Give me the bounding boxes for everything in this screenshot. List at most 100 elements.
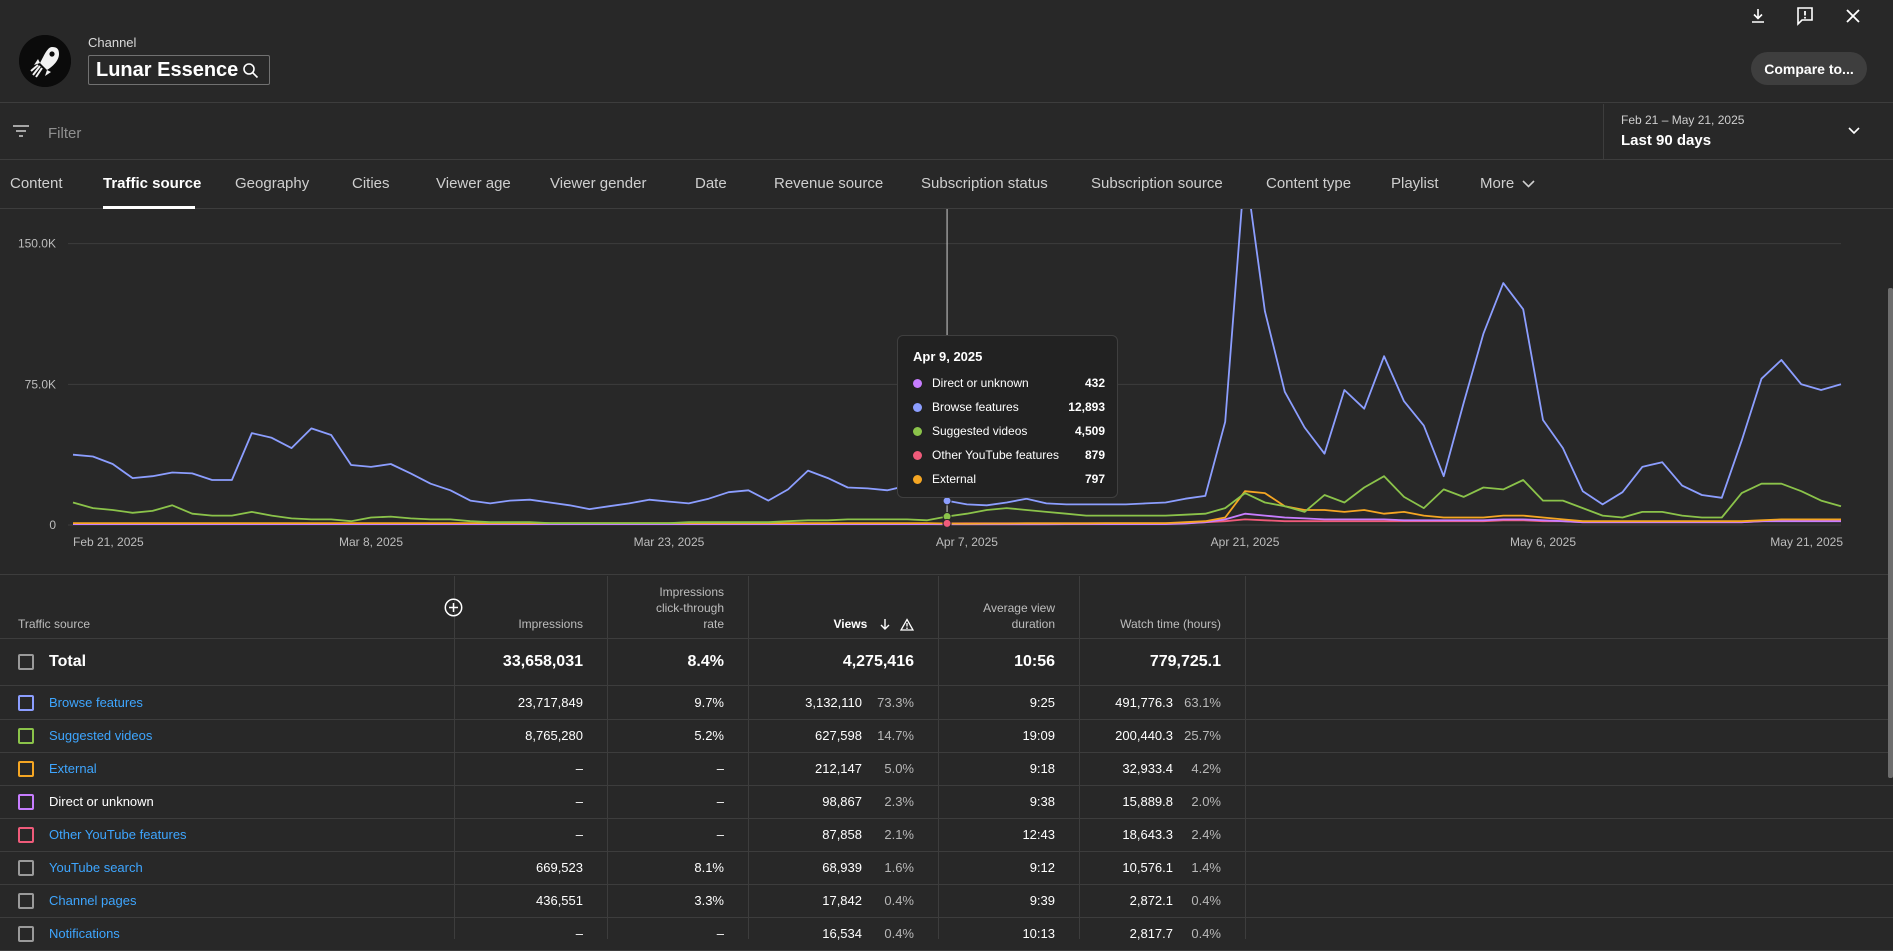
compare-button[interactable]: Compare to... [1751,52,1867,85]
col-header-avd-line1: Average view [983,601,1055,615]
tab-content-type[interactable]: Content type [1266,175,1352,192]
total-checkbox[interactable] [18,654,34,670]
col-header-ctr-line1: Impressions [659,585,724,599]
tab-date[interactable]: Date [695,175,727,192]
ctr-cell: 8.1% [620,860,724,875]
col-header-ctr-line3: rate [703,617,724,631]
traffic-source-name[interactable]: Suggested videos [49,728,153,743]
row-checkbox[interactable] [18,728,34,744]
watch-time-value: 2,817.7 [1129,926,1173,941]
add-column-icon[interactable] [444,598,463,617]
warning-icon[interactable] [899,618,915,631]
col-header-views-label: Views [833,617,868,631]
filter-bar [0,104,1603,160]
impressions-cell: – [470,761,583,776]
traffic-source-name[interactable]: Browse features [49,695,143,710]
avd-value: 9:38 [1029,794,1055,809]
tab-geography[interactable]: Geography [235,175,310,192]
watch-time-value: 18,643.3 [1122,827,1173,842]
row-checkbox[interactable] [18,761,34,777]
date-range-selector[interactable]: Feb 21 – May 21, 2025 Last 90 days [1603,104,1893,160]
impressions-cell: – [470,827,583,842]
tab-viewer-age[interactable]: Viewer age [436,175,511,192]
row-checkbox[interactable] [18,860,34,876]
views-value: 3,132,110 [805,695,862,710]
filter-input[interactable] [48,121,648,145]
col-header-traffic-source[interactable]: Traffic source [18,617,91,631]
channel-selector[interactable]: Lunar Essence [88,55,270,85]
channel-avatar[interactable] [19,35,71,87]
chevron-down-icon[interactable] [1847,124,1861,138]
tooltip-row: Other YouTube features 879 [913,447,1105,467]
ctr-cell: 9.7% [620,695,724,710]
col-header-ctr-line2: click-through [655,601,724,615]
close-icon[interactable] [1839,2,1867,30]
tab-revenue-source[interactable]: Revenue source [774,175,884,192]
ctr-value: 3.3% [694,893,724,908]
tab-more[interactable]: More [1480,175,1535,192]
tooltip-series-value: 879 [1084,448,1105,462]
row-checkbox[interactable] [18,926,34,942]
row-checkbox[interactable] [18,794,34,810]
x-tick-label: Mar 8, 2025 [339,535,403,549]
views-cell: 627,598 14.7% [760,728,914,743]
views-value: 87,858 [822,827,862,842]
ctr-cell: – [620,761,724,776]
traffic-source-name[interactable]: Notifications [49,926,120,941]
legend-dot [913,427,922,436]
tab-content[interactable]: Content [10,175,63,192]
traffic-source-name[interactable]: YouTube search [49,860,143,875]
traffic-source-table: Traffic source Impressions Impressions c… [0,576,1893,951]
x-tick-label: Mar 23, 2025 [634,535,705,549]
avd-cell: 19:09 [950,728,1055,743]
tooltip-series-value: 12,893 [1068,400,1105,414]
page-scrollbar[interactable] [1888,288,1893,778]
series-line-browse-features[interactable] [72,164,1842,511]
search-icon[interactable] [242,62,259,79]
tab-subscription-source[interactable]: Subscription source [1091,175,1223,192]
download-icon[interactable] [1744,2,1772,30]
sort-down-icon[interactable] [879,618,891,631]
col-header-watch-time[interactable]: Watch time (hours) [1120,617,1221,631]
tab-subscription-status[interactable]: Subscription status [921,175,1048,192]
legend-dot [913,379,922,388]
active-tab-indicator [103,206,195,209]
series-line-suggested-videos[interactable] [72,475,1842,525]
x-tick-label: Apr 21, 2025 [1211,535,1280,549]
col-header-ctr[interactable]: Impressions click-through rate [620,584,724,632]
ctr-cell: – [620,827,724,842]
impressions-value: – [575,794,583,809]
tooltip-series-name: External [932,472,977,486]
traffic-source-name[interactable]: Channel pages [49,893,137,908]
traffic-source-name[interactable]: External [49,761,97,776]
ctr-value: – [716,794,724,809]
tooltip-series-value: 432 [1084,376,1105,390]
tab-cities[interactable]: Cities [352,175,390,192]
col-header-avd[interactable]: Average view duration [950,600,1055,632]
col-header-views[interactable]: Views [760,616,915,632]
views-percent: 1.6% [884,860,914,875]
feedback-icon[interactable] [1791,2,1819,30]
avd-value: 10:13 [1022,926,1055,941]
traffic-source-name[interactable]: Other YouTube features [49,827,187,842]
filter-icon[interactable] [12,123,30,139]
impressions-value: 23,717,849 [517,695,583,710]
row-checkbox[interactable] [18,893,34,909]
col-header-impressions[interactable]: Impressions [518,617,583,631]
ctr-value: – [716,827,724,842]
row-checkbox[interactable] [18,695,34,711]
x-tick-label: May 6, 2025 [1510,535,1576,549]
row-checkbox[interactable] [18,827,34,843]
tab-playlist[interactable]: Playlist [1391,175,1439,192]
tooltip-date: Apr 9, 2025 [913,349,983,364]
table-row: Suggested videos 8,765,280 5.2% 627,598 14.7… [0,719,1245,752]
tab-traffic-source[interactable]: Traffic source [103,175,202,192]
chart-tooltip: Apr 9, 2025 Direct or unknown 432 Browse f… [897,335,1118,498]
series-line-external[interactable] [73,490,1841,525]
tooltip-series-name: Suggested videos [932,424,1028,438]
chevron-down-icon [1522,180,1535,188]
tooltip-series-value: 797 [1084,472,1105,486]
tab-viewer-gender[interactable]: Viewer gender [550,175,647,192]
